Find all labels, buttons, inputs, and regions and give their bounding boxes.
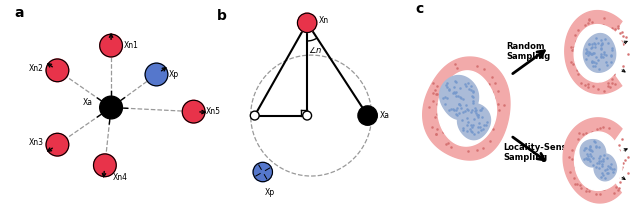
- Polygon shape: [574, 25, 623, 82]
- Circle shape: [145, 63, 168, 86]
- Text: Xn4: Xn4: [113, 173, 128, 182]
- Circle shape: [100, 34, 122, 57]
- Circle shape: [46, 59, 68, 82]
- Text: Xn5: Xn5: [206, 107, 221, 116]
- Polygon shape: [580, 140, 605, 167]
- Circle shape: [100, 96, 122, 119]
- Circle shape: [46, 133, 68, 156]
- Text: Xn3: Xn3: [29, 138, 44, 147]
- Text: a: a: [14, 6, 24, 20]
- Polygon shape: [458, 104, 490, 140]
- Circle shape: [303, 111, 312, 120]
- Text: Locality-Sensitive
Sampling: Locality-Sensitive Sampling: [504, 143, 589, 162]
- Circle shape: [298, 13, 317, 32]
- Polygon shape: [575, 132, 622, 190]
- Circle shape: [253, 162, 273, 182]
- Polygon shape: [594, 154, 616, 181]
- Text: Xp: Xp: [169, 70, 179, 79]
- Circle shape: [182, 100, 205, 123]
- Polygon shape: [584, 34, 616, 72]
- Polygon shape: [440, 75, 479, 119]
- Polygon shape: [564, 11, 622, 94]
- Text: b: b: [216, 9, 227, 23]
- Circle shape: [358, 106, 378, 125]
- Text: Random
Sampling: Random Sampling: [506, 42, 550, 61]
- Circle shape: [250, 111, 259, 120]
- Polygon shape: [423, 57, 510, 160]
- Text: c: c: [415, 2, 423, 16]
- Polygon shape: [438, 71, 497, 146]
- Text: Xa: Xa: [83, 98, 93, 107]
- Circle shape: [93, 154, 116, 177]
- Text: Xn2: Xn2: [29, 64, 44, 73]
- Text: Xp: Xp: [265, 188, 275, 197]
- Polygon shape: [563, 118, 622, 203]
- Text: $\angle n$: $\angle n$: [308, 45, 323, 55]
- Text: Xa: Xa: [380, 111, 390, 120]
- Text: Xn: Xn: [319, 16, 330, 25]
- Text: Xn1: Xn1: [124, 41, 138, 50]
